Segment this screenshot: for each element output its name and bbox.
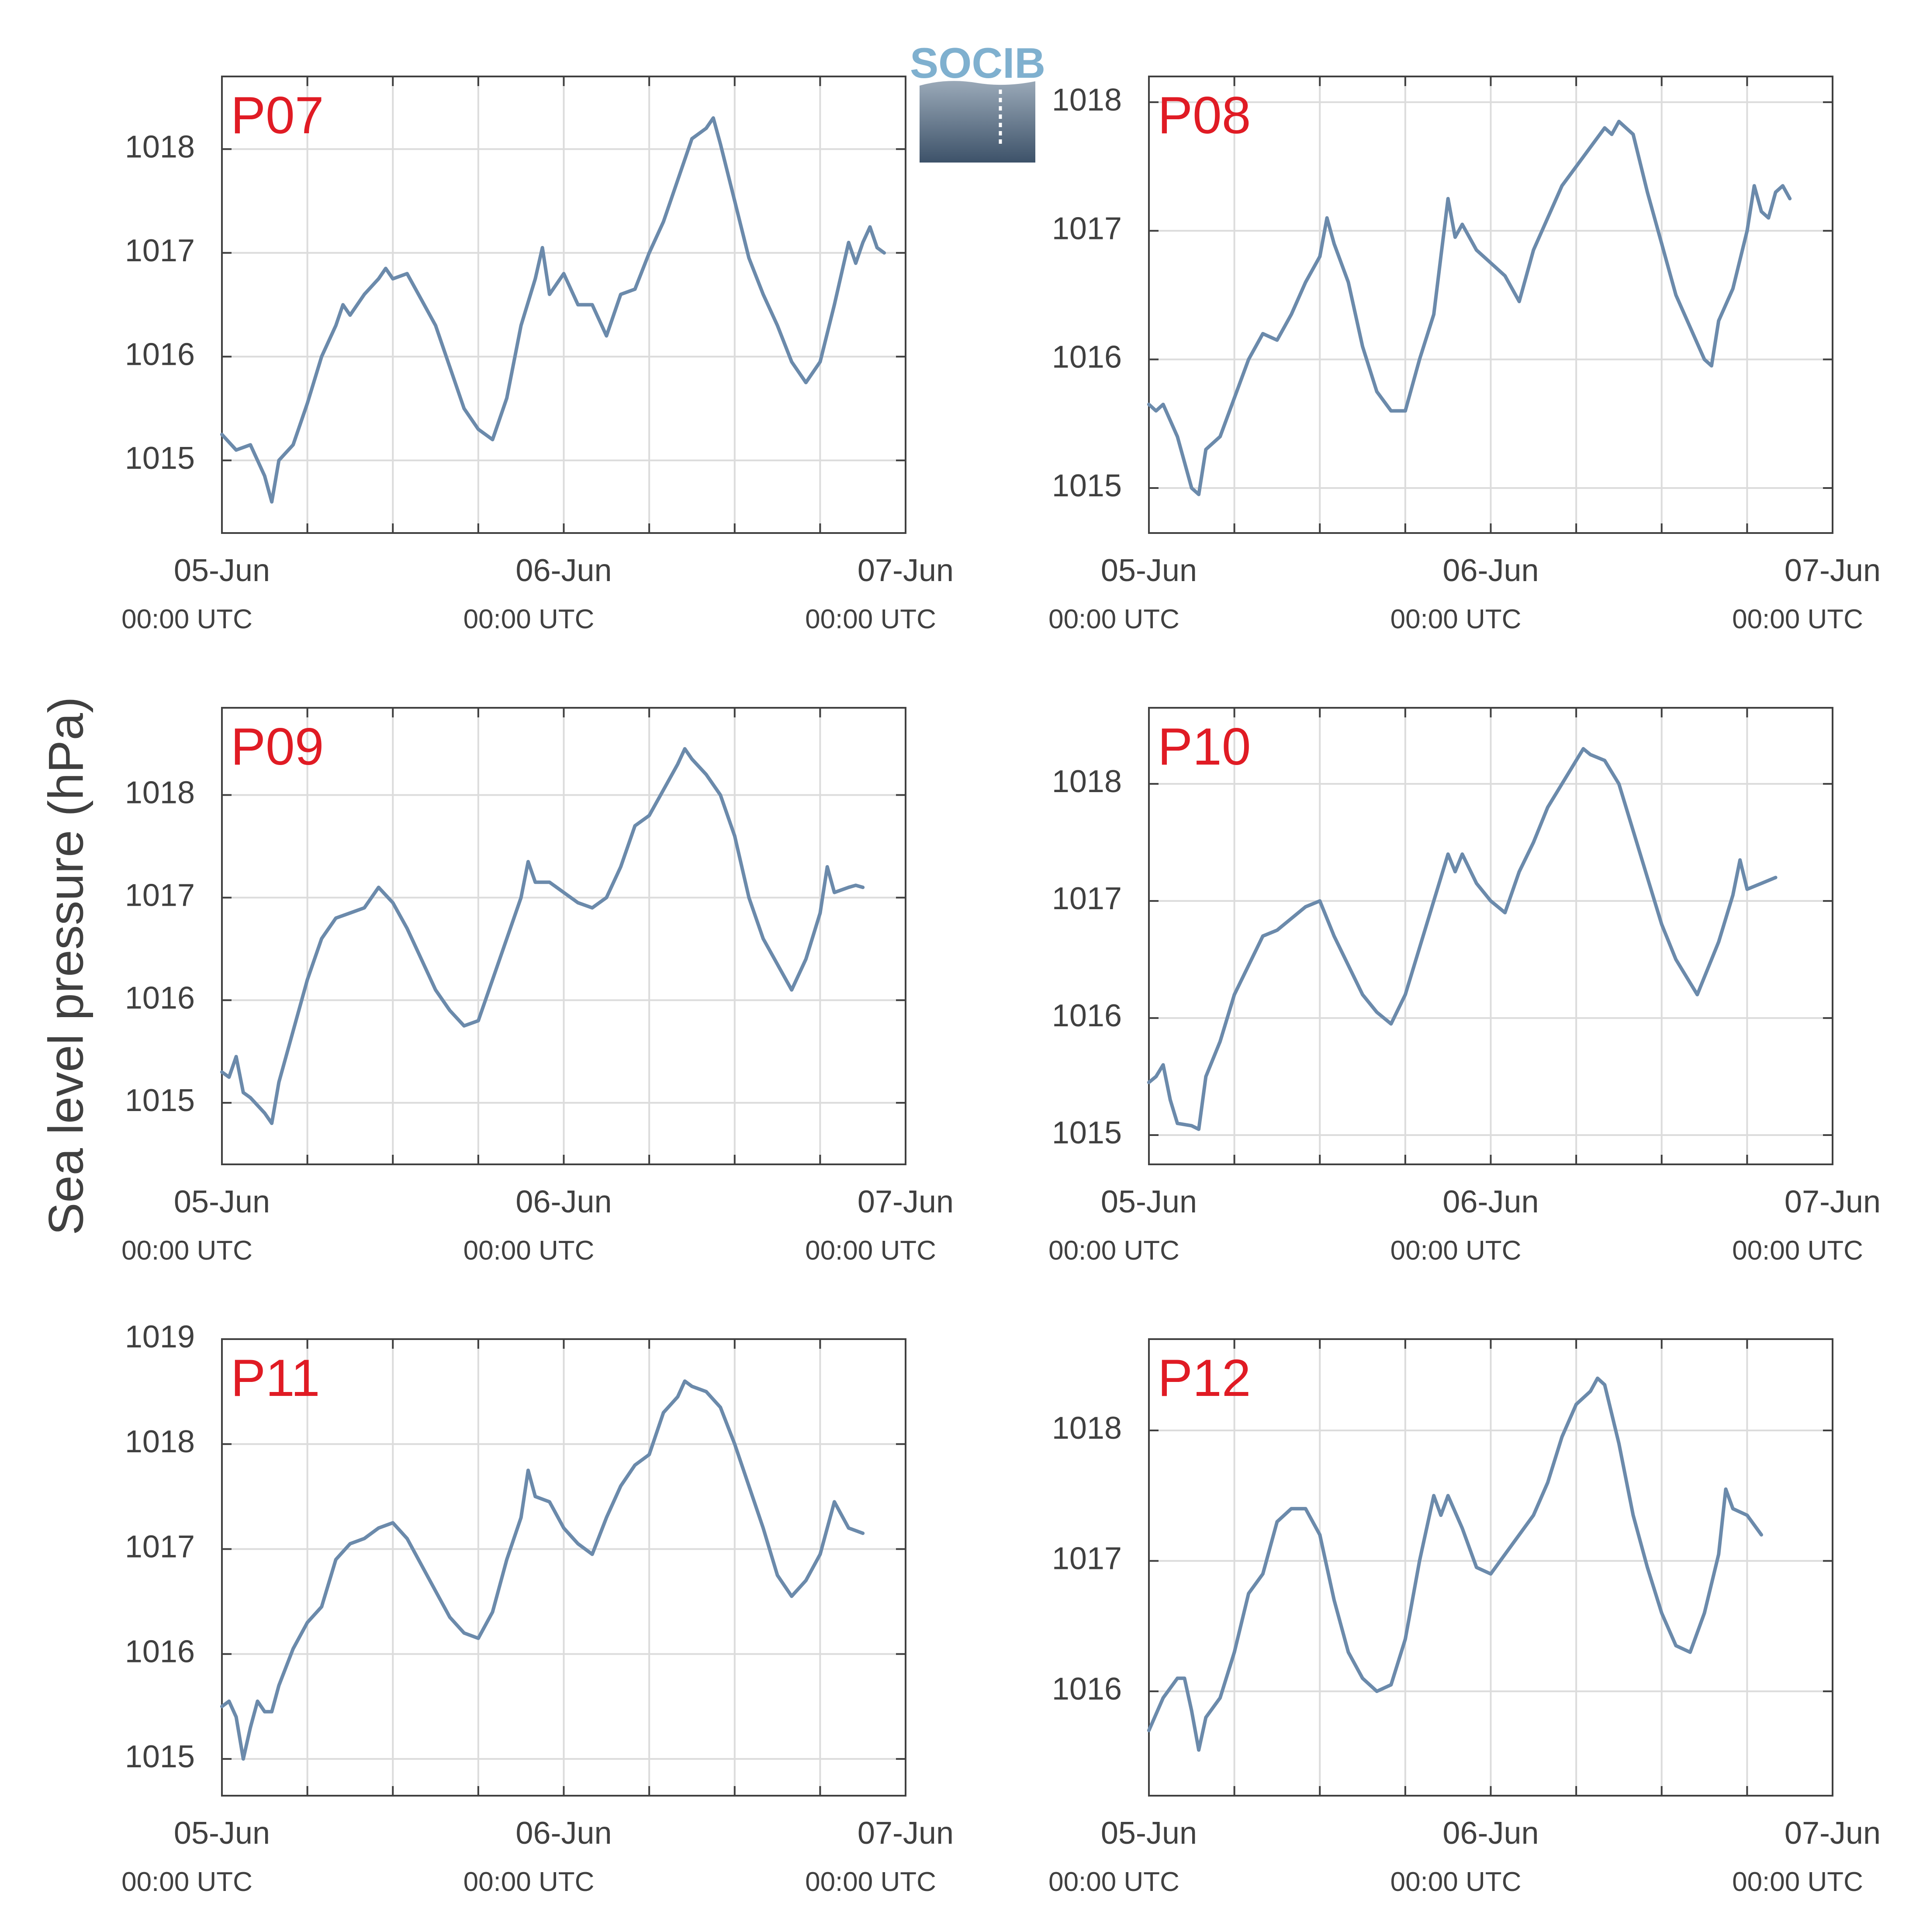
chart-panel-p10: 1015 1016 1017 1018 05-Jun 00:00 UTC 06-Jun 00:…	[1048, 707, 1881, 1266]
y-tick-label: 1017	[125, 233, 195, 268]
x-tick-label-time: 00:00 UTC	[463, 604, 595, 634]
x-tick-label-date: 07-Jun	[858, 1816, 954, 1851]
y-tick-label: 1015	[125, 1083, 195, 1118]
plot-frame	[221, 707, 906, 1165]
y-tick-label: 1017	[125, 1529, 195, 1564]
x-tick-label-time: 00:00 UTC	[121, 604, 252, 634]
x-tick-label-time: 00:00 UTC	[1048, 604, 1179, 634]
y-tick-label: 1016	[1052, 340, 1122, 375]
x-tick-label-date: 05-Jun	[1101, 1184, 1197, 1219]
y-tick-label: 1017	[125, 878, 195, 913]
y-tick-label: 1017	[1052, 881, 1122, 916]
panel-label: P09	[231, 717, 324, 776]
chart-panel-p09: 1015 1016 1017 1018 05-Jun 00:00 UTC 06-Jun 00:…	[121, 707, 954, 1266]
y-tick-label: 1016	[125, 1634, 195, 1669]
y-tick-label: 1018	[1052, 764, 1122, 799]
chart-panel-p07: 1015 1016 1017 1018 05-Jun 00:00 UTC 06-Jun 00:…	[121, 76, 954, 634]
panels-container: 1015 1016 1017 1018 05-Jun 00:00 UTC 06-Jun 00:…	[121, 76, 1881, 1897]
x-tick-label-date: 06-Jun	[515, 553, 612, 588]
plot-frame	[1148, 76, 1833, 534]
socib-logo-text: SOCIB	[910, 39, 1045, 87]
socib-logo: SOCIB	[910, 39, 1045, 163]
x-tick-label-date: 06-Jun	[515, 1816, 612, 1851]
series-line	[220, 1379, 865, 1761]
x-tick-label-time: 00:00 UTC	[121, 1867, 252, 1897]
x-tick-label-time: 00:00 UTC	[1732, 1867, 1863, 1897]
series-line	[220, 116, 886, 504]
chart-panel-p08: 1015 1016 1017 1018 05-Jun 00:00 UTC 06-Jun 00:…	[1048, 76, 1881, 634]
y-tick-label: 1015	[125, 1739, 195, 1774]
x-tick-label-date: 07-Jun	[1785, 553, 1881, 588]
y-tick-label: 1018	[125, 129, 195, 164]
x-tick-label-time: 00:00 UTC	[463, 1867, 595, 1897]
panel-label: P12	[1158, 1349, 1251, 1407]
y-tick-label: 1017	[1052, 1541, 1122, 1576]
plot-frame	[221, 1338, 906, 1797]
y-tick-label: 1018	[1052, 1411, 1122, 1446]
y-tick-label: 1018	[125, 1424, 195, 1459]
y-tick-label: 1019	[125, 1319, 195, 1354]
x-tick-label-date: 06-Jun	[1442, 553, 1539, 588]
plot-frame	[221, 76, 906, 534]
x-tick-label-time: 00:00 UTC	[121, 1236, 252, 1266]
series-line	[1147, 120, 1792, 496]
x-tick-label-date: 05-Jun	[174, 1184, 270, 1219]
chart-panel-p12: 1016 1017 1018 05-Jun 00:00 UTC 06-Jun 00:00 U…	[1048, 1338, 1881, 1897]
series-line	[1147, 747, 1778, 1131]
x-tick-label-time: 00:00 UTC	[1048, 1867, 1179, 1897]
y-axis-label: Sea level pressure (hPa)	[39, 697, 93, 1236]
y-tick-label: 1018	[125, 776, 195, 810]
plot-frame	[1148, 1338, 1833, 1797]
chart-panel-p11: 1015 1016 1017 1018 1019 05-Jun 00:00 UTC 06-Ju…	[121, 1319, 954, 1897]
x-tick-label-date: 07-Jun	[858, 1184, 954, 1219]
y-tick-label: 1015	[1052, 468, 1122, 503]
x-tick-label-time: 00:00 UTC	[1390, 1236, 1522, 1266]
x-tick-label-time: 00:00 UTC	[805, 1236, 936, 1266]
x-tick-label-date: 06-Jun	[515, 1184, 612, 1219]
series-line	[220, 747, 865, 1125]
panel-label: P10	[1158, 717, 1251, 776]
y-tick-label: 1016	[125, 337, 195, 372]
series-line	[1147, 1376, 1763, 1752]
panel-label: P11	[231, 1349, 320, 1407]
x-tick-label-time: 00:00 UTC	[1732, 1236, 1863, 1266]
x-tick-label-time: 00:00 UTC	[463, 1236, 595, 1266]
x-tick-label-date: 07-Jun	[1785, 1184, 1881, 1219]
panel-label: P08	[1158, 86, 1251, 145]
x-tick-label-date: 05-Jun	[1101, 553, 1197, 588]
socib-logo-wave	[920, 81, 1035, 163]
y-tick-label: 1015	[125, 441, 195, 476]
x-tick-label-date: 05-Jun	[1101, 1816, 1197, 1851]
panel-label: P07	[231, 86, 324, 145]
x-tick-label-date: 06-Jun	[1442, 1184, 1539, 1219]
x-tick-label-time: 00:00 UTC	[1390, 604, 1522, 634]
y-tick-label: 1017	[1052, 211, 1122, 246]
x-tick-label-date: 05-Jun	[174, 553, 270, 588]
y-tick-label: 1015	[1052, 1115, 1122, 1150]
x-tick-label-time: 00:00 UTC	[1732, 604, 1863, 634]
plot-frame	[1148, 707, 1833, 1165]
x-tick-label-time: 00:00 UTC	[1048, 1236, 1179, 1266]
x-tick-label-date: 07-Jun	[1785, 1816, 1881, 1851]
x-tick-label-date: 05-Jun	[174, 1816, 270, 1851]
x-tick-label-date: 06-Jun	[1442, 1816, 1539, 1851]
x-tick-label-time: 00:00 UTC	[805, 604, 936, 634]
x-tick-label-time: 00:00 UTC	[805, 1867, 936, 1897]
y-tick-label: 1016	[1052, 998, 1122, 1033]
y-tick-label: 1016	[1052, 1672, 1122, 1707]
x-tick-label-time: 00:00 UTC	[1390, 1867, 1522, 1897]
y-tick-label: 1018	[1052, 83, 1122, 118]
x-tick-label-date: 07-Jun	[858, 553, 954, 588]
y-tick-label: 1016	[125, 980, 195, 1015]
